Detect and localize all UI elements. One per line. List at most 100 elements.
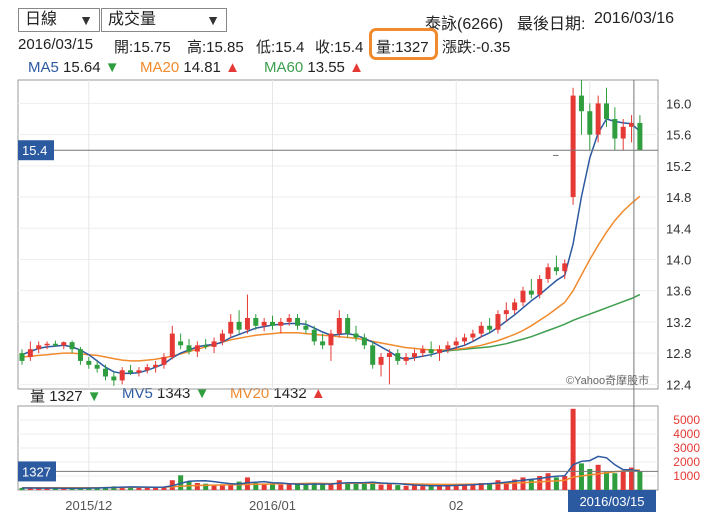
candle-body: [520, 290, 526, 303]
volume-bar: [153, 487, 159, 490]
volume-bar: [295, 484, 301, 490]
volume-bar: [604, 471, 609, 490]
volume-bar: [211, 484, 217, 490]
ma20-label: MA20: [140, 59, 180, 76]
candle-body: [445, 345, 451, 350]
arrow-down-icon: ▼: [86, 388, 102, 405]
candle-body: [604, 103, 609, 120]
volume-tick-label: 2000: [673, 455, 700, 469]
quote-low: 低:15.4: [256, 39, 305, 56]
volume-bar: [629, 467, 635, 490]
candle-body: [470, 333, 476, 338]
ma60-legend: MA60 13.55 ▲: [264, 59, 364, 76]
ma60-line: [439, 293, 641, 353]
candle-body: [295, 317, 301, 326]
volume-bar: [361, 483, 367, 490]
last-date: 2016/03/16: [594, 10, 675, 27]
volume-bar: [286, 483, 292, 490]
candle-body: [587, 111, 593, 135]
candle-body: [503, 310, 509, 315]
volume-bar: [637, 471, 643, 490]
indicator-select[interactable]: 成交量 ▼: [101, 8, 227, 32]
volume-bar: [128, 487, 134, 490]
period-select[interactable]: 日線 ▼: [18, 8, 100, 32]
x-tick-label: 2016/01: [249, 498, 296, 513]
ma20-value: 14.81: [183, 59, 221, 76]
candle-body: [395, 353, 401, 361]
price-tick-label: 13.6: [666, 284, 691, 299]
candle-body: [428, 349, 434, 354]
cursor-price-label-bg: [18, 140, 54, 161]
candle-body: [595, 103, 601, 135]
cursor-date-label: 2016/03/15: [579, 494, 644, 509]
ma5-label: MA5: [28, 59, 59, 76]
volume-bar: [336, 480, 342, 490]
candle-body: [178, 341, 184, 346]
volume-tick-label: 5000: [673, 413, 700, 427]
quote-high: 高:15.85: [187, 39, 244, 56]
candle-body: [194, 345, 200, 352]
candle-body: [261, 321, 267, 326]
volume-bar: [261, 483, 267, 490]
candle-body: [328, 333, 334, 346]
candle-body: [77, 349, 83, 361]
volume-bar: [512, 479, 518, 490]
candle-body: [487, 325, 493, 330]
volume-bar: [236, 481, 242, 490]
cursor-volume-label: 1327: [22, 464, 51, 479]
candle-body: [169, 333, 175, 358]
candle-body: [495, 314, 501, 330]
quote-date: 2016/03/15: [18, 36, 94, 53]
candle-body: [211, 341, 217, 347]
price-panel-frame: [17, 79, 659, 390]
volume-bar: [378, 484, 384, 490]
candle-body: [370, 345, 376, 365]
last-date-label: 最後日期:: [517, 16, 586, 33]
candle-body: [378, 357, 384, 365]
volume-bar: [420, 486, 426, 490]
volume-bar: [403, 485, 409, 490]
candle-body: [44, 343, 50, 346]
volume-bar: [194, 483, 200, 490]
volume-bar: [52, 488, 58, 490]
candle-body: [462, 337, 468, 342]
candle-body: [119, 370, 125, 381]
volume-bar: [253, 483, 259, 490]
cursor-date-label-bg: [568, 490, 656, 512]
quote-change: 漲跌:-0.35: [442, 39, 511, 56]
volume-tick-label: 1000: [673, 469, 700, 483]
candle-body: [578, 95, 584, 112]
candle-body: [69, 342, 75, 350]
volume-bar: [311, 482, 317, 490]
volume-bar: [345, 483, 351, 490]
volume-bar: [61, 488, 67, 490]
volume-bar: [303, 484, 309, 490]
volume-bar: [537, 476, 543, 490]
candle-body: [186, 345, 192, 352]
candle-body: [528, 290, 534, 295]
volume-bar: [437, 485, 442, 490]
period-select-value: 日線: [25, 11, 58, 28]
volume-bar: [462, 484, 468, 490]
candle-body: [111, 376, 117, 381]
candle-body: [286, 317, 292, 322]
volume-bar: [320, 484, 326, 490]
candle-body: [570, 95, 576, 198]
volume-bar: [570, 408, 576, 490]
candle-body: [94, 364, 100, 369]
volume-bar: [19, 487, 25, 490]
price-tick-label: 12.8: [666, 346, 691, 361]
candle-body: [86, 360, 92, 365]
volume-bar: [328, 483, 334, 490]
price-tick-label: 14.0: [666, 252, 691, 267]
candle-body: [27, 349, 33, 358]
volume-bar: [445, 485, 451, 490]
candle-body: [253, 317, 259, 326]
volume-bar: [620, 470, 626, 490]
candle-body: [629, 122, 635, 127]
volume-bar: [278, 484, 284, 490]
volume-bar: [503, 481, 509, 490]
price-tick-label: 15.2: [666, 159, 691, 174]
candle-body: [236, 321, 242, 330]
